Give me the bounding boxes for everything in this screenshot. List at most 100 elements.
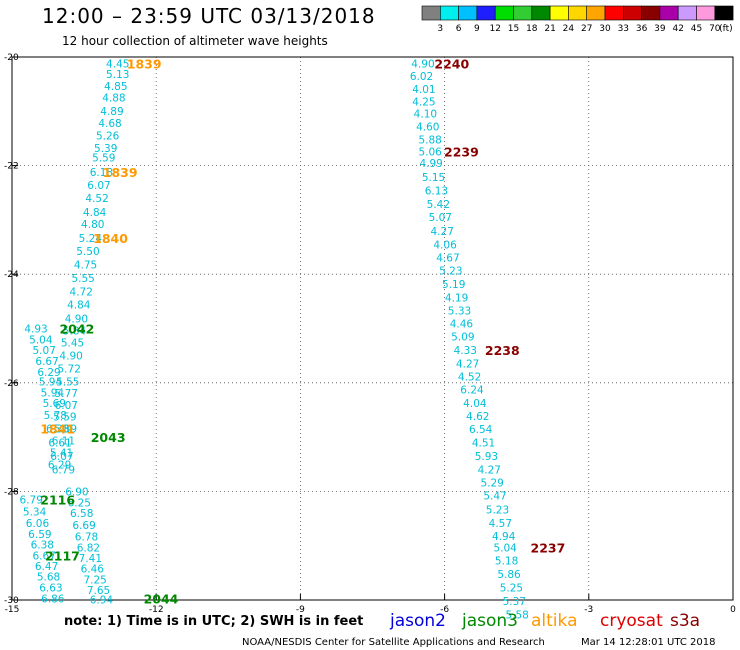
wave-height-value: 5.33 — [448, 306, 471, 318]
wave-height-value: 6.59 — [28, 529, 51, 541]
wave-height-value: 6.07 — [50, 451, 73, 463]
pass-time-label: 2043 — [91, 430, 126, 445]
wave-height-value: 6.29 — [37, 367, 60, 379]
wave-height-value: 4.52 — [85, 193, 108, 205]
wave-height-value: 5.72 — [58, 364, 81, 376]
wave-height-value: 6.33 — [46, 423, 69, 435]
pass-time-label: 2239 — [444, 144, 479, 159]
colorbar-tick-label: 12 — [489, 24, 500, 34]
wave-height-value: 5.23 — [439, 265, 462, 277]
wave-height-value: 5.29 — [480, 478, 503, 490]
wave-height-value: 6.78 — [75, 531, 98, 543]
wave-height-value: 4.72 — [70, 287, 93, 299]
y-tick-label: -30 — [4, 596, 19, 606]
wave-height-value: 6.11 — [52, 435, 75, 447]
wave-height-value: 6.06 — [26, 518, 50, 530]
wave-height-value: 6.02 — [410, 71, 433, 83]
pass-time-label: 2238 — [485, 343, 520, 358]
wave-height-value: 5.58 — [505, 610, 528, 622]
satellite-legend: jason2 jason3 altika cryosat s3a — [389, 611, 700, 631]
colorbar-swatch — [513, 5, 533, 21]
wave-height-value: 6.54 — [469, 424, 493, 436]
colorbar-legend: 3 6 9 12 15 18 21 24 27 30 33 36 39 42 45 70(ft) — [421, 5, 734, 34]
pass-time-label: 1839 — [103, 165, 138, 180]
y-tick-label: -22 — [4, 162, 19, 172]
wave-height-value: 6.47 — [35, 561, 58, 573]
wave-height-value: 6.58 — [70, 508, 93, 520]
wave-height-value: 5.24 — [79, 233, 103, 245]
colorbar-swatch — [494, 5, 514, 21]
wave-height-value: 4.68 — [98, 118, 121, 130]
wave-height-value: 5.69 — [43, 398, 66, 410]
wave-height-value: 5.37 — [503, 596, 526, 608]
colorbar-tick-label: 36 — [636, 24, 648, 34]
wave-height-value: 4.04 — [463, 398, 487, 410]
chart-title: 12:00 – 23:59 UTC 03/13/2018 — [42, 4, 376, 28]
wave-height-value: 6.61 — [48, 438, 71, 450]
wave-height-value: 4.27 — [456, 358, 479, 370]
wave-height-value: 5.04 — [493, 542, 517, 554]
pass-time-label: 1841 — [40, 421, 75, 436]
plot-grid — [12, 57, 733, 600]
wave-height-value: 5.41 — [50, 447, 73, 459]
wave-height-value: 5.55 — [71, 273, 94, 285]
wave-height-value: 6.63 — [39, 583, 62, 595]
wave-height-value: 5.84 — [63, 326, 87, 338]
wave-height-value: 7.25 — [83, 574, 106, 586]
wave-height-value: 5.26 — [96, 131, 120, 143]
colorbar-swatch — [458, 5, 478, 21]
wave-height-value: 4.99 — [419, 158, 442, 170]
pass-time-label: 1840 — [93, 231, 128, 246]
pass-time-label: 2044 — [144, 591, 179, 606]
wave-height-value: 4.80 — [81, 219, 104, 231]
footer-credit: NOAA/NESDIS Center for Satellite Applica… — [242, 637, 545, 648]
wave-height-value: 5.07 — [33, 345, 56, 357]
pass-time-label: 2237 — [531, 540, 566, 555]
wave-height-value: 7.65 — [87, 585, 110, 597]
colorbar-tick-label: 30 — [599, 24, 611, 34]
legend-s3a: s3a — [670, 611, 700, 631]
wave-height-value: 6.29 — [48, 459, 71, 471]
y-tick-label: -24 — [4, 270, 19, 280]
series-left-track-b: 4.935.045.076.676.295.945.945.695.786.33… — [24, 324, 75, 477]
colorbar-tick-label: 39 — [654, 24, 666, 34]
wave-height-value: 4.46 — [450, 319, 474, 331]
wave-height-value: 4.90 — [411, 59, 434, 71]
wave-height-value: 6.46 — [81, 564, 105, 576]
wave-height-value: 6.79 — [20, 495, 43, 507]
x-tick-label: -6 — [440, 605, 449, 615]
colorbar-tick-label: 27 — [581, 24, 592, 34]
wave-height-value: 6.24 — [460, 384, 484, 396]
x-tick-label: 0 — [730, 605, 736, 615]
colorbar-swatch — [549, 5, 569, 21]
footer-timestamp: Mar 14 12:28:01 UTC 2018 — [581, 637, 716, 648]
wave-height-value: 5.39 — [94, 143, 117, 155]
wave-height-value: 5.25 — [500, 583, 523, 595]
wave-height-value: 4.90 — [59, 351, 82, 363]
colorbar-swatch — [659, 5, 679, 21]
wave-height-value: 5.59 — [92, 152, 115, 164]
series-left-track-d: 6.906.256.586.696.786.827.416.467.257.65… — [65, 486, 113, 606]
wave-height-value: 5.50 — [76, 246, 99, 258]
colorbar-swatch — [439, 5, 459, 21]
wave-height-value: 4.45 — [106, 59, 129, 71]
wave-height-value: 5.88 — [418, 135, 441, 147]
x-tick-label: -15 — [5, 605, 20, 615]
wave-height-value: 5.68 — [37, 572, 60, 584]
wave-height-value: 4.27 — [478, 465, 501, 477]
wave-height-value: 5.77 — [55, 388, 78, 400]
wave-height-value: 5.06 — [418, 146, 442, 158]
wave-height-value: 6.25 — [68, 497, 91, 509]
colorbar-tick-label: 3 — [437, 24, 443, 34]
pass-time-label: 1839 — [127, 57, 162, 72]
wave-height-value: 4.25 — [412, 97, 435, 109]
wave-height-value: 6.79 — [52, 465, 75, 477]
wave-height-value: 5.94 — [41, 388, 65, 400]
colorbar-tick-label: 6 — [456, 24, 462, 34]
wave-height-value: 4.51 — [472, 438, 495, 450]
series-left-track-a: 4.455.134.854.884.894.685.265.395.596.18… — [48, 59, 130, 472]
pass-time-label: 2042 — [59, 322, 94, 337]
colorbar-tick-label: 9 — [474, 24, 480, 34]
colorbar-swatch — [714, 5, 734, 21]
wave-height-value: 5.78 — [44, 410, 67, 422]
